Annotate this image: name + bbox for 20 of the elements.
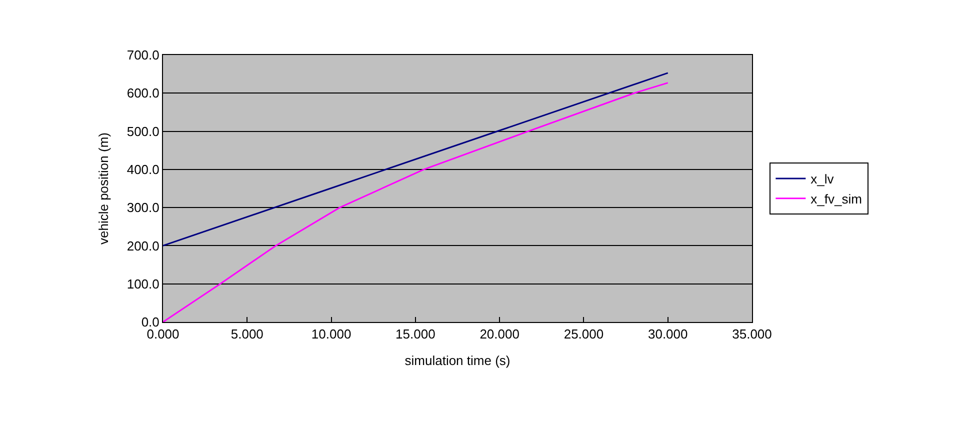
x-tick-label: 20.000 (480, 326, 520, 342)
x-tick-label: 30.000 (648, 326, 688, 342)
x-tick-label: 25.000 (564, 326, 604, 342)
y-tick-label: 400.0 (126, 162, 160, 177)
x-tick-label: 15.000 (396, 326, 436, 342)
y-tick-label: 300.0 (126, 200, 160, 216)
legend-label: x_fv_sim (810, 191, 862, 206)
y-axis-title: vehicle position (m) (96, 132, 111, 244)
line-series (163, 72, 669, 246)
x-axis-title: simulation time (s) (404, 353, 510, 368)
y-tick-label: 100.0 (126, 276, 160, 292)
y-tick-label: 600.0 (126, 86, 160, 101)
x-tick-label: 35.000 (732, 326, 772, 342)
y-tick-label: 700.0 (126, 48, 160, 63)
x-tick-label: 10.000 (311, 326, 352, 342)
x-tick-label: 5.000 (230, 326, 264, 342)
y-tick-label: 500.0 (126, 124, 160, 139)
legend-label: x_lv (810, 172, 834, 187)
line-series (163, 82, 669, 322)
y-tick-label: 200.0 (126, 238, 160, 254)
